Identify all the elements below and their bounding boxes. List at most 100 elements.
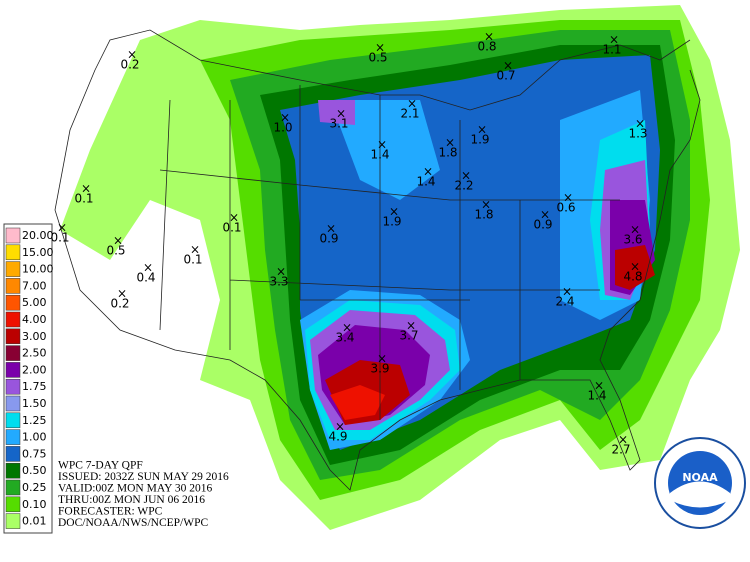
- point-value: 0.1: [183, 253, 202, 267]
- point-marker: ×: [562, 285, 572, 299]
- legend-swatch: [5, 378, 21, 395]
- legend-swatch: [5, 362, 21, 378]
- point-value: 3.6: [623, 233, 642, 247]
- legend-swatch: [5, 261, 21, 277]
- point-value: 0.6: [556, 201, 575, 215]
- legend-swatch: [5, 446, 21, 462]
- legend-label: 0.01: [22, 515, 47, 528]
- point-value: 1.8: [474, 208, 493, 222]
- info-line: WPC 7-DAY QPF: [58, 460, 143, 472]
- point-value: 1.9: [382, 215, 401, 229]
- point-value: 1.4: [370, 148, 389, 162]
- point-marker: ×: [342, 321, 352, 335]
- point-value: 2.7: [611, 443, 630, 457]
- legend-swatch: [5, 345, 21, 361]
- point-value: 3.4: [335, 331, 354, 345]
- point-marker: ×: [563, 191, 573, 205]
- point-value: 0.1: [50, 231, 69, 245]
- point-marker: ×: [484, 30, 494, 44]
- point-marker: ×: [229, 211, 239, 225]
- info-line: FORECASTER: WPC: [58, 506, 163, 518]
- legend-label: 20.00: [22, 229, 54, 242]
- point-marker: ×: [594, 379, 604, 393]
- legend-label: 1.00: [22, 431, 47, 444]
- point-marker: ×: [445, 136, 455, 150]
- legend: 20.00 15.00 10.00 7.00 5.00 4.00 3.00 2.50 2.00 1…: [5, 227, 54, 529]
- info-line: DOC/NOAA/NWS/NCEP/WPC: [58, 517, 208, 529]
- point-marker: ×: [481, 198, 491, 212]
- point-value: 0.4: [136, 271, 155, 285]
- point-value: 2.2: [454, 179, 473, 193]
- precip-area: [330, 385, 385, 420]
- legend-swatch: [5, 294, 21, 311]
- legend-label: 0.50: [22, 464, 47, 477]
- legend-swatch: [5, 311, 21, 328]
- legend-swatch: [5, 513, 21, 529]
- point-marker: ×: [127, 48, 137, 62]
- legend-label: 7.00: [22, 279, 47, 292]
- point-marker: ×: [57, 221, 67, 235]
- legend-swatch: [5, 429, 21, 445]
- point-value: 0.1: [222, 221, 241, 235]
- logo-text: NOAA: [682, 471, 718, 484]
- point-marker: ×: [375, 41, 385, 55]
- point-marker: ×: [335, 420, 345, 434]
- point-marker: ×: [377, 138, 387, 152]
- point-marker: ×: [461, 169, 471, 183]
- legend-label: 15.00: [22, 246, 54, 259]
- noaa-logo: NOAA: [654, 437, 746, 529]
- precip-area: [318, 200, 655, 425]
- point-marker: ×: [276, 265, 286, 279]
- point-marker: ×: [389, 205, 399, 219]
- legend-label: 0.75: [22, 447, 47, 460]
- point-value: 4.8: [623, 270, 642, 284]
- info-line: THRU:00Z MON JUN 06 2016: [58, 494, 205, 506]
- legend-swatch: [5, 496, 21, 513]
- point-marker: ×: [81, 182, 91, 196]
- point-value: 4.9: [328, 430, 347, 444]
- legend-swatch: [5, 244, 21, 261]
- max-labels: ×0.2×0.5×0.8 ×1.1×0.7×2.1×3.1×1.0×1.4×1.8…: [50, 30, 647, 457]
- legend-swatch: [5, 227, 21, 244]
- point-marker: ×: [113, 234, 123, 248]
- point-value: 1.3: [628, 127, 647, 141]
- point-value: 1.0: [273, 121, 292, 135]
- legend-label: 2.50: [22, 347, 47, 360]
- point-marker: ×: [336, 107, 346, 121]
- legend-label: 10.00: [22, 263, 54, 276]
- legend-swatch: [5, 412, 21, 429]
- point-value: 2.1: [400, 107, 419, 121]
- point-value: 0.5: [106, 244, 125, 258]
- point-marker: ×: [635, 117, 645, 131]
- point-value: 0.2: [110, 297, 129, 311]
- legend-label: 3.00: [22, 330, 47, 343]
- point-marker: ×: [280, 111, 290, 125]
- point-marker: ×: [609, 33, 619, 47]
- point-marker: ×: [618, 433, 628, 447]
- legend-label: 4.00: [22, 313, 47, 326]
- point-marker: ×: [477, 123, 487, 137]
- point-value: 1.8: [438, 146, 457, 160]
- legend-swatch: [5, 278, 21, 294]
- point-value: 0.8: [477, 40, 496, 54]
- boundaries: [54, 29, 701, 491]
- point-marker: ×: [407, 97, 417, 111]
- point-marker: ×: [190, 243, 200, 257]
- point-value: 1.4: [416, 175, 435, 189]
- point-value: 0.1: [74, 192, 93, 206]
- point-marker: ×: [423, 165, 433, 179]
- point-marker: ×: [630, 223, 640, 237]
- point-marker: ×: [326, 222, 336, 236]
- point-value: 3.7: [399, 329, 418, 343]
- legend-label: 5.00: [22, 296, 47, 309]
- point-value: 0.5: [368, 51, 387, 65]
- point-value: 1.1: [602, 43, 621, 57]
- point-value: 1.4: [587, 389, 606, 403]
- point-marker: ×: [540, 208, 550, 222]
- point-value: 0.9: [319, 232, 338, 246]
- info-line: ISSUED: 2032Z SUN MAY 29 2016: [58, 471, 229, 483]
- point-marker: ×: [630, 260, 640, 274]
